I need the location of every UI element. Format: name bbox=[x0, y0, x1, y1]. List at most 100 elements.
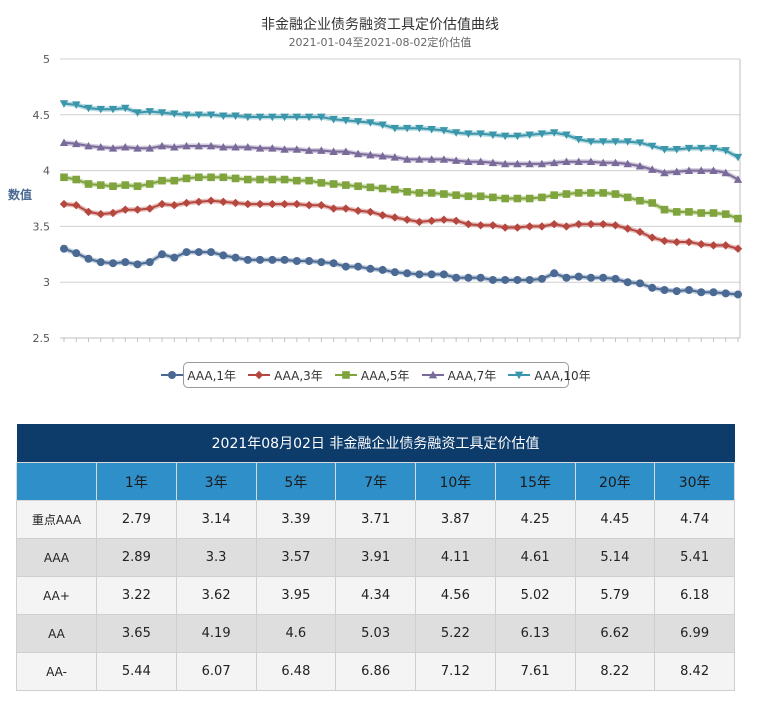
data-point[interactable] bbox=[439, 155, 449, 163]
data-point[interactable] bbox=[733, 175, 743, 183]
data-point[interactable] bbox=[305, 176, 313, 185]
data-point[interactable] bbox=[549, 219, 559, 229]
data-point[interactable] bbox=[182, 174, 191, 183]
data-point[interactable] bbox=[611, 221, 620, 230]
data-point[interactable] bbox=[292, 199, 302, 209]
data-point[interactable] bbox=[488, 275, 497, 284]
data-point[interactable] bbox=[525, 194, 534, 203]
data-point[interactable] bbox=[182, 111, 191, 119]
data-point[interactable] bbox=[452, 273, 461, 282]
data-point[interactable] bbox=[59, 199, 69, 209]
data-point[interactable] bbox=[488, 131, 498, 140]
data-point[interactable] bbox=[513, 275, 522, 284]
data-point[interactable] bbox=[684, 286, 693, 295]
data-point[interactable] bbox=[574, 135, 583, 144]
data-point[interactable] bbox=[182, 198, 191, 208]
data-point[interactable] bbox=[133, 109, 142, 117]
data-point[interactable] bbox=[684, 166, 694, 174]
data-point[interactable] bbox=[268, 144, 277, 152]
data-point[interactable] bbox=[206, 196, 216, 205]
data-point[interactable] bbox=[243, 142, 253, 151]
legend-item[interactable]: AAA,3年 bbox=[248, 367, 323, 384]
data-point[interactable] bbox=[660, 205, 669, 214]
data-point[interactable] bbox=[513, 194, 522, 203]
data-point[interactable] bbox=[72, 200, 81, 210]
data-point[interactable] bbox=[255, 113, 265, 122]
data-point[interactable] bbox=[354, 262, 363, 271]
data-point[interactable] bbox=[549, 158, 559, 167]
data-point[interactable] bbox=[697, 144, 706, 153]
data-point[interactable] bbox=[415, 155, 424, 163]
data-point[interactable] bbox=[464, 130, 473, 138]
data-point[interactable] bbox=[170, 200, 179, 210]
data-point[interactable] bbox=[145, 204, 154, 213]
data-point[interactable] bbox=[513, 159, 522, 168]
legend-marker[interactable] bbox=[254, 370, 264, 380]
data-point[interactable] bbox=[660, 146, 669, 154]
data-point[interactable] bbox=[72, 139, 81, 148]
data-point[interactable] bbox=[353, 118, 363, 126]
data-point[interactable] bbox=[439, 270, 448, 279]
data-point[interactable] bbox=[145, 108, 154, 116]
data-point[interactable] bbox=[206, 111, 216, 119]
data-point[interactable] bbox=[635, 279, 644, 288]
data-point[interactable] bbox=[390, 153, 400, 161]
data-point[interactable] bbox=[378, 265, 387, 274]
data-point[interactable] bbox=[734, 290, 742, 299]
data-point[interactable] bbox=[623, 138, 632, 146]
data-point[interactable] bbox=[292, 113, 302, 122]
data-point[interactable] bbox=[476, 221, 485, 230]
data-point[interactable] bbox=[219, 197, 228, 207]
data-point[interactable] bbox=[194, 141, 203, 150]
data-point[interactable] bbox=[317, 146, 326, 154]
data-point[interactable] bbox=[341, 117, 351, 125]
data-point[interactable] bbox=[255, 199, 265, 209]
data-point[interactable] bbox=[72, 249, 81, 258]
data-point[interactable] bbox=[427, 270, 436, 279]
data-point[interactable] bbox=[158, 176, 166, 185]
data-point[interactable] bbox=[243, 255, 252, 264]
data-point[interactable] bbox=[157, 109, 167, 117]
data-point[interactable] bbox=[537, 274, 546, 283]
data-point[interactable] bbox=[109, 259, 118, 268]
data-point[interactable] bbox=[697, 209, 706, 217]
data-point[interactable] bbox=[341, 204, 351, 213]
data-point[interactable] bbox=[488, 221, 498, 230]
data-point[interactable] bbox=[403, 188, 411, 196]
data-point[interactable] bbox=[207, 173, 215, 182]
chart-legend[interactable]: AAA,1年 AAA,3年 AAA,5年 AAA,7年 AAA,10年 bbox=[161, 362, 591, 388]
data-point[interactable] bbox=[268, 175, 277, 184]
data-point[interactable] bbox=[195, 173, 203, 182]
data-point[interactable] bbox=[562, 157, 571, 166]
data-point[interactable] bbox=[648, 165, 657, 173]
data-point[interactable] bbox=[464, 157, 473, 166]
data-point[interactable] bbox=[648, 142, 657, 151]
data-point[interactable] bbox=[96, 181, 105, 189]
data-point[interactable] bbox=[378, 121, 387, 130]
data-point[interactable] bbox=[660, 236, 669, 246]
data-point[interactable] bbox=[341, 147, 351, 155]
legend-marker[interactable] bbox=[168, 371, 177, 379]
data-point[interactable] bbox=[402, 155, 412, 163]
data-point[interactable] bbox=[672, 208, 681, 216]
data-point[interactable] bbox=[500, 132, 510, 141]
data-point[interactable] bbox=[648, 283, 657, 292]
data-point[interactable] bbox=[476, 273, 485, 282]
data-point[interactable] bbox=[378, 211, 387, 220]
data-point[interactable] bbox=[440, 190, 448, 198]
data-point[interactable] bbox=[599, 138, 608, 146]
data-point[interactable] bbox=[537, 130, 547, 138]
data-point[interactable] bbox=[415, 217, 424, 227]
data-point[interactable] bbox=[660, 286, 669, 295]
data-point[interactable] bbox=[353, 149, 363, 158]
data-point[interactable] bbox=[256, 175, 264, 184]
data-point[interactable] bbox=[635, 227, 645, 237]
data-point[interactable] bbox=[721, 168, 730, 177]
data-point[interactable] bbox=[317, 179, 326, 187]
data-point[interactable] bbox=[121, 258, 130, 267]
data-point[interactable] bbox=[697, 240, 706, 249]
data-point[interactable] bbox=[586, 157, 596, 166]
data-point[interactable] bbox=[672, 146, 681, 154]
legend-marker[interactable] bbox=[428, 370, 437, 379]
data-point[interactable] bbox=[182, 141, 191, 150]
